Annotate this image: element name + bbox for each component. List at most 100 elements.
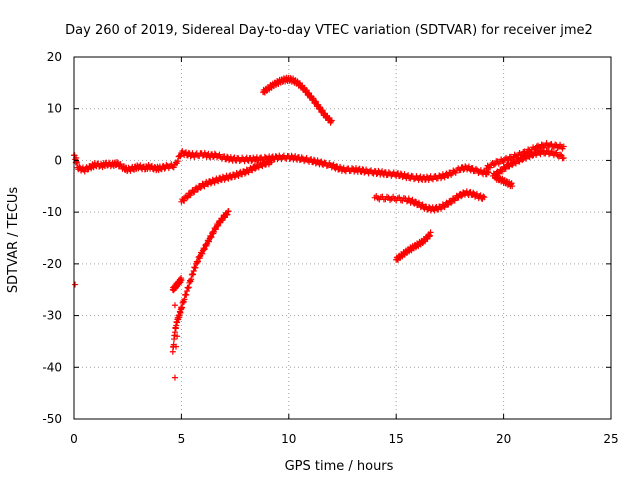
- data-point: [328, 118, 335, 125]
- data-point: [485, 169, 492, 176]
- y-tick-label: 10: [47, 102, 62, 116]
- data-point: [113, 159, 120, 166]
- data-point: [192, 264, 199, 271]
- data-point: [224, 211, 231, 218]
- y-tick-label: -30: [42, 309, 62, 323]
- data-point: [185, 284, 192, 291]
- chart-title: Day 260 of 2019, Sidereal Day-to-day VTE…: [65, 23, 593, 38]
- data-point: [183, 149, 190, 156]
- data-point: [125, 164, 132, 171]
- data-point: [201, 246, 208, 253]
- grid: [74, 57, 611, 419]
- data-point: [171, 302, 178, 309]
- data-point: [173, 343, 180, 350]
- data-point: [174, 333, 181, 340]
- data-point: [312, 98, 319, 105]
- data-point: [405, 172, 412, 179]
- data-point: [215, 222, 222, 229]
- data-point: [560, 143, 567, 150]
- y-tick-label: -10: [42, 205, 62, 219]
- data-point: [188, 276, 195, 283]
- series-arc-lower-01: [169, 208, 232, 355]
- data-point: [508, 180, 515, 187]
- series-arc-peak-01: [260, 74, 335, 126]
- data-point: [201, 246, 208, 253]
- data-point: [410, 176, 417, 183]
- data-point: [179, 304, 186, 311]
- data-point: [183, 194, 190, 201]
- data-point: [163, 161, 170, 168]
- data-point: [181, 197, 188, 204]
- data-point: [519, 157, 526, 164]
- y-axis-label: SDTVAR / TECUs: [6, 187, 21, 294]
- data-point: [490, 162, 497, 169]
- data-point: [170, 164, 177, 171]
- data-point: [158, 166, 165, 173]
- data-point: [190, 271, 197, 278]
- data-point: [477, 192, 484, 199]
- data-point: [74, 160, 81, 167]
- data-point: [183, 291, 190, 298]
- data-point: [431, 207, 438, 214]
- data-point: [470, 189, 477, 196]
- data-point: [526, 154, 533, 161]
- data-point: [529, 152, 536, 159]
- series-arc-rise-02: [489, 147, 567, 179]
- data-point: [185, 285, 192, 292]
- data-point: [177, 153, 184, 160]
- series-main-band: [71, 148, 492, 183]
- data-point: [560, 154, 567, 161]
- data-point: [174, 158, 181, 165]
- data-point: [554, 144, 561, 151]
- data-point: [368, 167, 375, 174]
- data-point: [505, 156, 512, 163]
- data-point: [183, 288, 190, 295]
- data-point: [186, 277, 193, 284]
- data-point: [198, 250, 205, 257]
- data-point: [178, 277, 185, 284]
- y-tick-label: 20: [47, 50, 62, 64]
- series-arc-low-01: [393, 229, 434, 263]
- data-point: [467, 188, 474, 195]
- x-axis-label: GPS time / hours: [285, 459, 394, 474]
- data-point: [72, 281, 79, 288]
- data-point: [399, 174, 406, 181]
- x-tick-label: 10: [281, 432, 296, 446]
- data-point: [225, 175, 232, 182]
- data-point: [206, 238, 213, 245]
- x-tick-label: 15: [389, 432, 404, 446]
- y-tick-label: 0: [54, 153, 62, 167]
- data-point: [178, 305, 185, 312]
- data-point: [190, 268, 197, 275]
- data-point: [557, 151, 564, 158]
- series-arc-rise-03: [492, 172, 516, 190]
- data-point: [194, 258, 201, 265]
- data-point: [427, 229, 434, 236]
- data-point: [458, 193, 465, 200]
- data-point: [211, 150, 218, 157]
- x-tick-label: 0: [70, 432, 78, 446]
- series-arc-lower-02: [169, 275, 185, 294]
- data-point: [481, 194, 488, 201]
- data-point: [430, 176, 437, 183]
- data-point: [298, 154, 305, 161]
- data-point: [187, 153, 194, 160]
- data-point: [181, 296, 188, 303]
- data-point: [484, 168, 491, 175]
- x-tick-label: 25: [603, 432, 618, 446]
- data-point: [207, 180, 214, 187]
- data-point: [171, 374, 178, 381]
- series-arc-ramp-01: [178, 157, 275, 205]
- plot-frame: [73, 56, 612, 420]
- data-point: [208, 233, 215, 240]
- data-point: [85, 166, 92, 173]
- data-point: [361, 169, 368, 176]
- data-point: [480, 193, 487, 200]
- data-point: [199, 250, 206, 257]
- series-arc-dip-01: [371, 188, 488, 214]
- data-point: [506, 163, 513, 170]
- x-tick-label: 5: [178, 432, 186, 446]
- x-tick-label: 20: [496, 432, 511, 446]
- data-series: [71, 74, 567, 381]
